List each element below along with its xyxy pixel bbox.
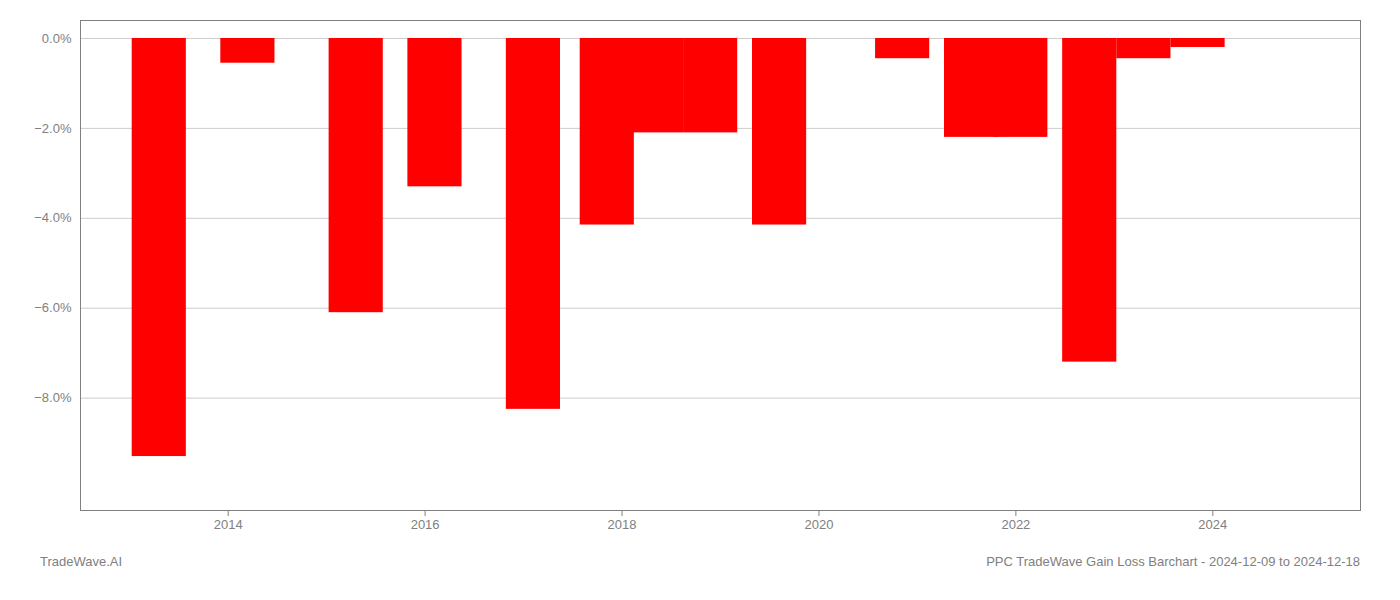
svg-text:2020: 2020 [805,517,834,532]
html-text:TradeWave.AI: TradeWave.AI [40,554,123,569]
svg-text:2018: 2018 [608,517,637,532]
svg-text:0.0%: 0.0% [42,31,72,46]
svg-text:2024: 2024 [1198,517,1227,532]
svg-text:2014: 2014 [214,517,243,532]
svg-text:−6.0%: −6.0% [34,300,72,315]
svg-text:−4.0%: −4.0% [34,210,72,225]
svg-text:2016: 2016 [411,517,440,532]
svg-text:−2.0%: −2.0% [34,121,72,136]
svg-text:−8.0%: −8.0% [34,390,72,405]
svg-text:2022: 2022 [1001,517,1030,532]
html-text:PPC TradeWave Gain Loss Barcha: PPC TradeWave Gain Loss Barchart - 2024-… [986,554,1360,569]
